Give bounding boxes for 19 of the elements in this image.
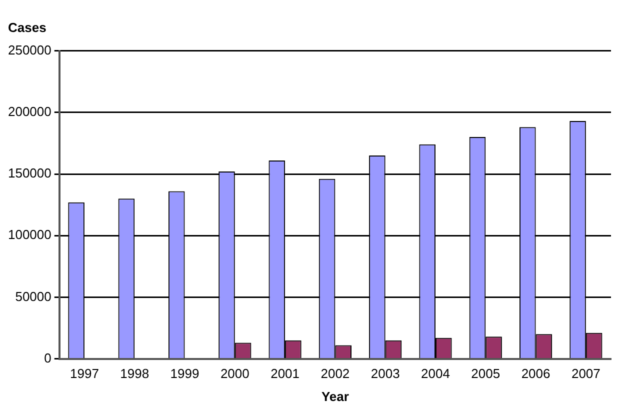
x-tick-label: 2005 bbox=[471, 366, 500, 382]
y-tick-label: 150000 bbox=[8, 166, 52, 181]
y-tick-label: 200000 bbox=[8, 104, 52, 119]
y-tick-label: 50000 bbox=[15, 288, 52, 304]
y-tick-label: 250000 bbox=[8, 42, 52, 58]
x-tick-label: 1999 bbox=[170, 366, 200, 382]
x-tick-label: 2004 bbox=[421, 366, 450, 382]
x-tick-label: 2001 bbox=[270, 366, 300, 382]
x-tick-label: 2007 bbox=[571, 366, 600, 382]
x-tick-label: 2006 bbox=[521, 366, 550, 382]
x-tick-label: 1998 bbox=[120, 366, 150, 382]
x-tick-label: 2000 bbox=[220, 366, 250, 382]
x-tick-label: 1997 bbox=[70, 366, 99, 382]
y-tick-label: 100000 bbox=[8, 227, 52, 242]
x-tick-label: 2002 bbox=[320, 366, 350, 382]
y-axis-title: Cases bbox=[8, 20, 46, 35]
x-tick-label: 2003 bbox=[370, 366, 400, 382]
x-axis-title: Year bbox=[321, 388, 349, 404]
y-tick-label: 0 bbox=[44, 350, 52, 366]
